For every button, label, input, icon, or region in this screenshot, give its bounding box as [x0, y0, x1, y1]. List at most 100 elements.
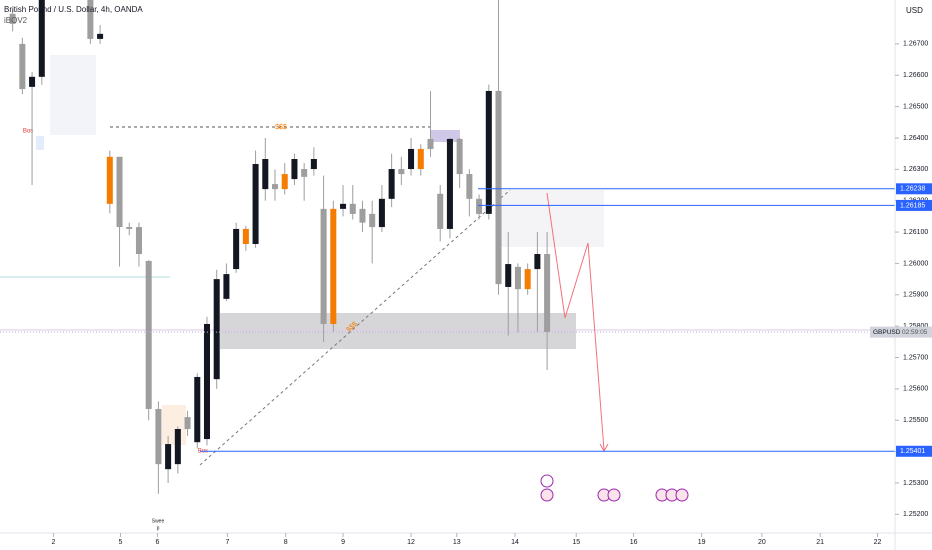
candle-body	[466, 174, 473, 199]
y-tick-label: 1.25900	[903, 292, 928, 299]
candle-body	[340, 203, 347, 209]
candle-body	[233, 228, 240, 270]
candle-body	[359, 208, 366, 223]
zone	[500, 190, 604, 247]
candle-body	[281, 174, 288, 190]
projection	[546, 192, 605, 451]
candle-body	[320, 208, 327, 324]
candle-body	[174, 429, 181, 465]
candle-body	[330, 208, 337, 324]
price-label: 1.26238	[900, 186, 925, 193]
candle-body	[378, 198, 385, 228]
y-tick-label: 1.26700	[903, 41, 928, 48]
candle-body	[505, 264, 512, 287]
candle-body	[97, 33, 104, 39]
y-tick-label: 1.26000	[903, 260, 928, 267]
candle-body	[524, 269, 531, 290]
x-tick-label: 21	[816, 539, 824, 546]
candle-body	[252, 164, 259, 244]
event-icon[interactable]	[607, 488, 621, 502]
chart-title: British Pound / U.S. Dollar, 4h, OANDA	[4, 5, 143, 14]
event-icon[interactable]	[540, 488, 554, 502]
price-label-box	[896, 445, 932, 457]
x-tick-label: 14	[511, 539, 519, 546]
y-tick-label: 1.25700	[903, 354, 928, 361]
event-icon[interactable]	[675, 488, 689, 502]
candle-body	[145, 260, 152, 409]
annotation: Bos	[23, 129, 33, 135]
candle-body	[495, 90, 502, 285]
currency: USD	[906, 6, 923, 15]
y-tick-label: 1.25800	[903, 323, 928, 330]
candle-body	[29, 76, 36, 87]
x-tick-label: 9	[341, 539, 345, 546]
axes: 1.252001.253001.254001.255001.256001.257…	[51, 41, 932, 546]
x-tick-label: 20	[758, 539, 766, 546]
candle-body	[437, 193, 444, 229]
candle-body	[446, 138, 453, 229]
candle-body	[485, 90, 492, 214]
candle-body	[87, 0, 94, 39]
countdown: 02:59:05	[902, 329, 928, 336]
y-tick-label: 1.26600	[903, 72, 928, 79]
y-tick-label: 1.25500	[903, 417, 928, 424]
candle-body	[534, 254, 541, 270]
y-tick-label: 1.25300	[903, 480, 928, 487]
candle-body	[417, 148, 424, 170]
candle-body	[544, 254, 551, 333]
candle-body	[223, 274, 230, 299]
annotation: p	[157, 525, 160, 531]
candle-body	[135, 227, 142, 255]
zone	[50, 55, 96, 135]
x-tick-label: 13	[453, 539, 461, 546]
candle-body	[369, 213, 376, 228]
candle-body	[262, 159, 269, 190]
zone	[220, 313, 576, 349]
x-tick-label: 7	[225, 539, 229, 546]
candle-body	[408, 148, 415, 170]
price-label: 1.26185	[900, 202, 925, 209]
symbol-tag-box	[870, 326, 932, 338]
candle-body	[349, 203, 356, 214]
candle-body	[271, 184, 279, 190]
y-tick-label: 1.26400	[903, 135, 928, 142]
x-tick-label: 19	[698, 539, 706, 546]
price-label-box	[896, 183, 932, 195]
candle-body	[9, 13, 16, 24]
candle-body	[398, 169, 405, 175]
annotation: $$$	[275, 124, 287, 131]
x-tick-label: 5	[119, 539, 123, 546]
x-tick-label: 22	[874, 539, 882, 546]
candle-body	[194, 376, 201, 443]
x-tick-label: 6	[155, 539, 159, 546]
zone	[36, 136, 44, 150]
candle-body	[242, 228, 249, 244]
candle-body	[514, 266, 521, 290]
candle-body	[184, 417, 191, 430]
zone	[162, 405, 186, 445]
price-label: 1.25401	[900, 448, 925, 455]
annotation: Swee	[152, 518, 165, 524]
candle-body	[203, 323, 210, 440]
candle-body	[38, 0, 45, 77]
candle-body	[388, 169, 395, 199]
y-tick-label: 1.25200	[903, 511, 928, 518]
candle-body	[456, 138, 463, 175]
candle-body	[155, 408, 162, 465]
symbol-tag: GBPUSD	[873, 329, 901, 336]
event-icon[interactable]	[540, 474, 554, 488]
y-tick-label: 1.26100	[903, 229, 928, 236]
x-tick-label: 16	[630, 539, 638, 546]
y-tick-label: 1.26300	[903, 166, 928, 173]
indicator-name: iBOV2	[4, 16, 28, 25]
x-tick-label: 15	[572, 539, 580, 546]
zone	[430, 130, 460, 142]
candle-body	[165, 444, 172, 470]
candle-body	[19, 43, 26, 90]
x-tick-label: 2	[51, 539, 55, 546]
candle-body	[116, 156, 123, 228]
candle-body	[310, 159, 317, 170]
candle-body	[106, 156, 113, 204]
